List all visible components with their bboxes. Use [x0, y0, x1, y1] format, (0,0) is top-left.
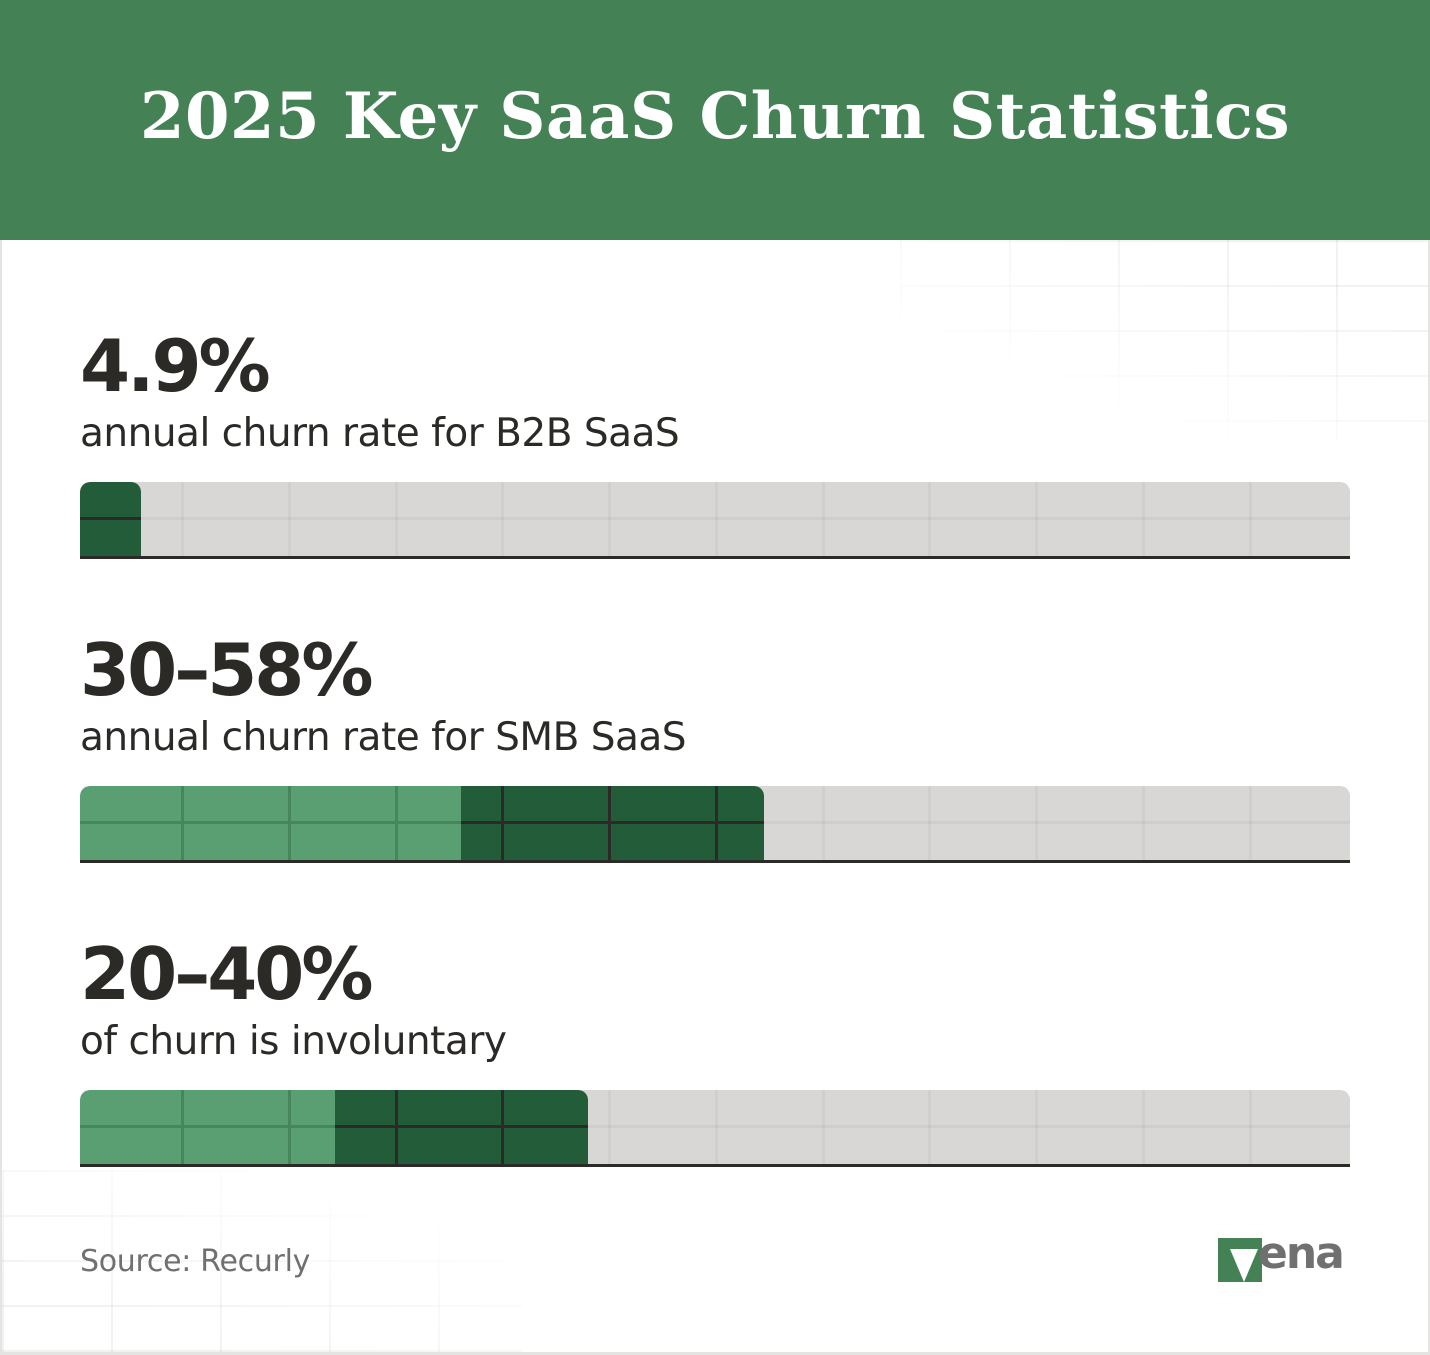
- stat-label: of churn is involuntary: [80, 1019, 507, 1064]
- stat-b2b: 4.9% annual churn rate for B2B SaaS: [80, 330, 1350, 453]
- stat-smb: 30–58% annual churn rate for SMB SaaS: [80, 634, 1350, 757]
- progress-bar: [80, 482, 1350, 556]
- header-banner: 2025 Key SaaS Churn Statistics: [0, 0, 1430, 240]
- logo-wordmark: ena: [1258, 1228, 1345, 1279]
- bar-baseline: [80, 860, 1350, 863]
- stat-label: annual churn rate for B2B SaaS: [80, 411, 680, 456]
- progress-bar: [80, 786, 1350, 860]
- bar-baseline: [80, 1164, 1350, 1167]
- stat-value: 20–40%: [80, 932, 374, 1016]
- stat-value: 4.9%: [80, 324, 271, 408]
- v-icon: [1230, 1249, 1258, 1282]
- stat-involuntary: 20–40% of churn is involuntary: [80, 938, 1350, 1061]
- stat-label: annual churn rate for SMB SaaS: [80, 715, 687, 760]
- progress-bar: [80, 1090, 1350, 1164]
- page-title: 2025 Key SaaS Churn Statistics: [139, 78, 1291, 154]
- vena-logo: ena: [1218, 1232, 1352, 1282]
- bar-baseline: [80, 556, 1350, 559]
- source-note: Source: Recurly: [80, 1244, 311, 1279]
- stat-value: 30–58%: [80, 628, 374, 712]
